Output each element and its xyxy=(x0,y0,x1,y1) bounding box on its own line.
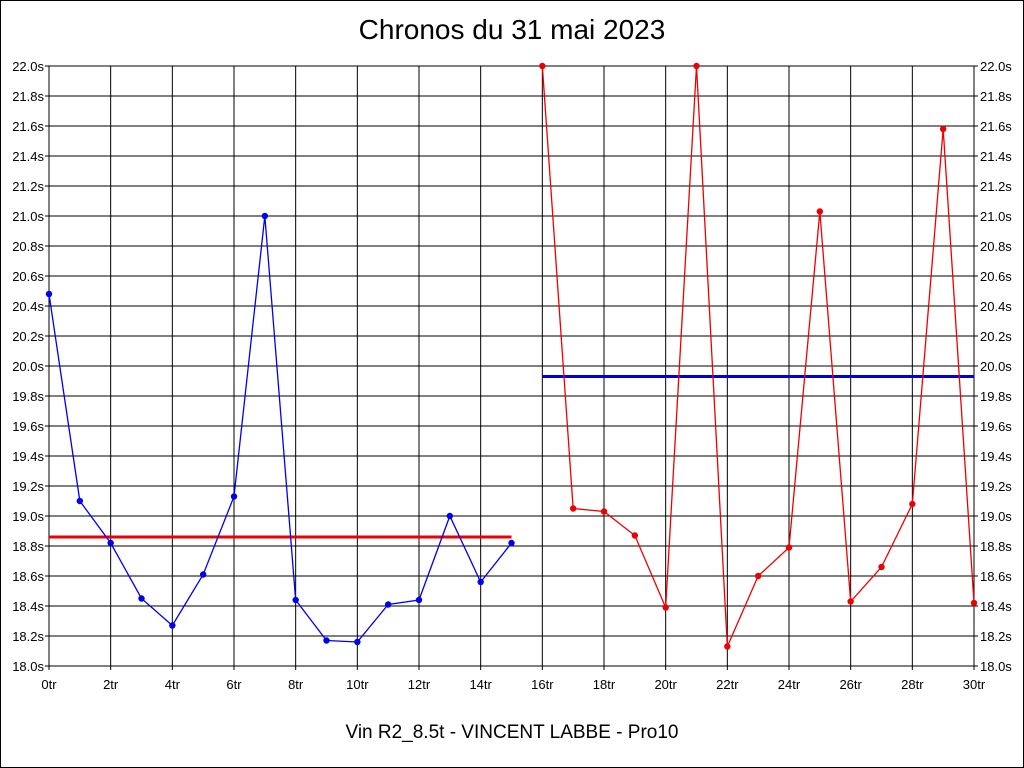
y-tick-label-left: 19.2s xyxy=(12,479,44,494)
data-point xyxy=(415,596,423,604)
y-tick-label-right: 18.8s xyxy=(980,539,1012,554)
data-point xyxy=(724,643,731,650)
y-tick-label-left: 21.2s xyxy=(12,179,44,194)
y-tick-label-left: 20.8s xyxy=(12,239,44,254)
y-tick-label-right: 19.6s xyxy=(980,419,1012,434)
data-point xyxy=(754,572,762,580)
data-point xyxy=(261,212,269,220)
data-point xyxy=(199,571,207,578)
x-tick-label: 20tr xyxy=(654,677,677,692)
y-tick-label-left: 19.0s xyxy=(12,509,44,524)
y-tick-label-right: 21.4s xyxy=(980,149,1012,164)
y-tick-label-right: 18.0s xyxy=(980,659,1012,674)
y-tick-label-left: 18.8s xyxy=(12,539,44,554)
y-tick-label-left: 20.6s xyxy=(12,269,44,284)
y-tick-label-left: 19.6s xyxy=(12,419,44,434)
y-tick-label-right: 20.6s xyxy=(980,269,1012,284)
data-point xyxy=(939,125,947,133)
series-line xyxy=(48,215,513,643)
y-tick-label-left: 21.0s xyxy=(12,209,44,224)
x-tick-label: 0tr xyxy=(41,677,57,692)
data-point xyxy=(847,598,854,605)
data-point xyxy=(169,622,176,629)
data-point xyxy=(292,596,299,604)
y-tick-label-left: 18.0s xyxy=(12,659,44,674)
y-tick-label-right: 19.8s xyxy=(980,389,1012,404)
data-point xyxy=(878,563,885,571)
data-point xyxy=(600,508,608,515)
data-point xyxy=(230,493,238,500)
y-tick-label-right: 22.0s xyxy=(980,59,1012,74)
y-tick-label-right: 19.0s xyxy=(980,509,1012,524)
y-tick-label-right: 21.8s xyxy=(980,89,1012,104)
y-tick-label-right: 21.0s xyxy=(980,209,1012,224)
data-point xyxy=(76,497,84,505)
data-point xyxy=(45,290,53,298)
y-tick-label-right: 19.2s xyxy=(980,479,1012,494)
data-point xyxy=(631,532,639,539)
data-point xyxy=(384,601,392,608)
y-tick-label-right: 19.4s xyxy=(980,449,1012,464)
data-point xyxy=(323,637,330,644)
x-tick-label: 22tr xyxy=(716,677,739,692)
data-point xyxy=(662,604,669,611)
y-tick-label-right: 20.4s xyxy=(980,299,1012,314)
data-point xyxy=(477,578,484,586)
x-tick-label: 6tr xyxy=(226,677,242,692)
y-tick-label-left: 19.8s xyxy=(12,389,44,404)
x-tick-label: 10tr xyxy=(346,677,369,692)
data-point xyxy=(107,539,114,547)
y-tick-label-left: 18.6s xyxy=(12,569,44,584)
y-tick-label-left: 20.0s xyxy=(12,359,44,374)
x-tick-label: 18tr xyxy=(593,677,616,692)
y-tick-label-left: 20.2s xyxy=(12,329,44,344)
y-tick-label-right: 20.8s xyxy=(980,239,1012,254)
y-tick-label-left: 18.2s xyxy=(12,629,44,644)
x-tick-label: 12tr xyxy=(408,677,431,692)
x-tick-label: 30tr xyxy=(963,677,986,692)
data-point xyxy=(970,599,978,607)
y-tick-label-left: 22.0s xyxy=(12,59,44,74)
x-tick-label: 16tr xyxy=(531,677,554,692)
x-tick-label: 24tr xyxy=(778,677,801,692)
plot-border xyxy=(48,65,975,667)
data-point xyxy=(816,208,824,215)
x-tick-label: 4tr xyxy=(165,677,181,692)
data-point xyxy=(785,544,793,551)
y-tick-label-right: 18.4s xyxy=(980,599,1012,614)
x-tick-label: 28tr xyxy=(901,677,924,692)
y-tick-label-left: 20.4s xyxy=(12,299,44,314)
y-tick-label-right: 20.0s xyxy=(980,359,1012,374)
series-line xyxy=(541,65,975,647)
chart-title: Chronos du 31 mai 2023 xyxy=(358,14,666,45)
data-point xyxy=(539,62,546,70)
x-tick-label: 8tr xyxy=(288,677,304,692)
y-tick-label-right: 20.2s xyxy=(980,329,1012,344)
y-tick-label-right: 21.2s xyxy=(980,179,1012,194)
y-tick-label-left: 18.4s xyxy=(12,599,44,614)
x-tick-label: 26tr xyxy=(839,677,862,692)
data-point xyxy=(446,512,454,520)
x-tick-label: 2tr xyxy=(103,677,119,692)
data-point xyxy=(138,595,145,602)
y-tick-label-left: 21.8s xyxy=(12,89,44,104)
y-tick-label-left: 21.4s xyxy=(12,149,44,164)
data-point xyxy=(693,62,700,70)
y-tick-label-left: 19.4s xyxy=(12,449,44,464)
data-point xyxy=(569,505,577,512)
data-point xyxy=(909,500,916,508)
y-tick-label-left: 21.6s xyxy=(12,119,44,134)
data-point xyxy=(354,638,361,646)
chart-footer: Vin R2_8.5t - VINCENT LABBE - Pro10 xyxy=(345,722,679,743)
y-tick-label-right: 18.2s xyxy=(980,629,1012,644)
x-tick-label: 14tr xyxy=(469,677,492,692)
y-tick-label-right: 18.6s xyxy=(980,569,1012,584)
data-point xyxy=(508,539,515,547)
y-tick-label-right: 21.6s xyxy=(980,119,1012,134)
